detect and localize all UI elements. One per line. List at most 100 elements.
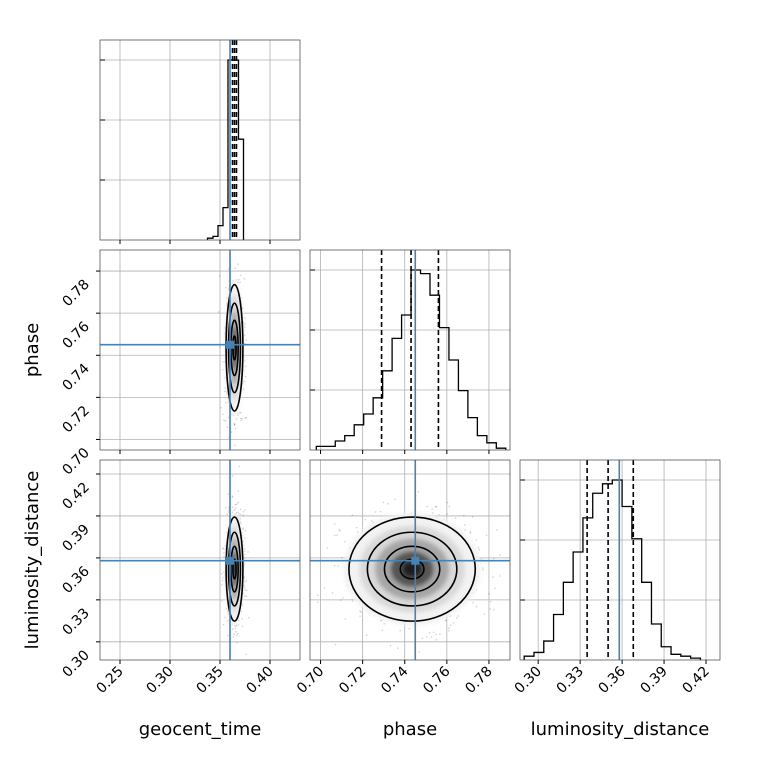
scatter-point (241, 625, 244, 628)
x-axis-label-phase: phase (383, 719, 437, 740)
scatter-point (233, 422, 236, 425)
scatter-point (433, 631, 435, 634)
scatter-point (227, 288, 230, 290)
scatter-point (431, 512, 434, 514)
scatter-point (227, 493, 230, 495)
y-tick-label: 0.39 (59, 521, 92, 554)
scatter-point (224, 548, 227, 550)
scatter-point (498, 575, 501, 577)
scatter-point (464, 524, 466, 526)
scatter-point (482, 567, 484, 569)
scatter-point (444, 619, 447, 622)
scatter-point (316, 601, 319, 604)
scatter-point (435, 633, 438, 636)
scatter-point (360, 611, 362, 613)
scatter-point (382, 501, 385, 504)
scatter-point (339, 530, 341, 532)
scatter-point (234, 627, 237, 630)
scatter-point (428, 631, 431, 634)
scatter-point (336, 534, 338, 536)
scatter-point (477, 546, 480, 549)
scatter-point (448, 505, 451, 508)
scatter-point (243, 360, 246, 362)
scatter-point (224, 327, 226, 329)
scatter-point (223, 552, 225, 554)
scatter-point (241, 534, 244, 537)
scatter-point (351, 600, 354, 602)
scatter-point (239, 513, 242, 516)
scatter-point (469, 531, 472, 533)
scatter-point (397, 647, 399, 649)
scatter-point (243, 544, 245, 547)
scatter-point (231, 496, 233, 499)
scatter-point (242, 382, 244, 385)
scatter-point (239, 508, 242, 511)
y-tick-label: 0.72 (59, 403, 92, 436)
scatter-point (244, 529, 246, 532)
scatter-point (241, 417, 243, 420)
scatter-point (224, 390, 226, 393)
scatter-point (418, 651, 420, 653)
scatter-point (221, 584, 223, 586)
x-tick-label: 0.30 (512, 664, 545, 697)
scatter-point (341, 556, 343, 559)
scatter-point (224, 376, 226, 379)
scatter-point (475, 605, 478, 608)
scatter-point (240, 417, 242, 420)
scatter-point (223, 332, 226, 335)
corner-labels: geocent_time phase luminosity_distance p… (22, 323, 709, 740)
scatter-point (448, 627, 450, 630)
scatter-point (243, 575, 245, 578)
scatter-point (338, 528, 341, 531)
y-tick-label: 0.30 (59, 647, 92, 680)
scatter-point (226, 393, 228, 395)
scatter-point (244, 595, 246, 597)
scatter-point (478, 548, 481, 551)
scatter-point (323, 587, 326, 589)
scatter-point (457, 615, 459, 617)
scatter-point (234, 427, 237, 430)
x-tick-label: 0.39 (638, 664, 671, 697)
density-level (233, 561, 236, 577)
scatter-point (242, 307, 244, 310)
scatter-point (218, 275, 221, 277)
scatter-point (351, 598, 354, 601)
scatter-point (334, 643, 337, 646)
scatter-point (482, 568, 484, 571)
scatter-point (233, 444, 236, 447)
density-level (402, 561, 422, 577)
scatter-point (220, 406, 222, 409)
scatter-point (483, 613, 486, 615)
scatter-point (426, 505, 428, 508)
scatter-point (235, 630, 237, 633)
panel-frame (519, 459, 721, 661)
scatter-point (430, 636, 433, 638)
scatter-point (449, 624, 452, 627)
y-tick-label: 0.76 (59, 319, 92, 352)
scatter-point (244, 323, 246, 325)
panel-frame (309, 459, 511, 661)
scatter-point (242, 514, 245, 517)
scatter-point (234, 507, 237, 510)
scatter-point (233, 625, 236, 627)
scatter-point (226, 513, 228, 516)
scatter-point (439, 633, 441, 635)
scatter-point (239, 522, 242, 525)
scatter-point (224, 387, 226, 389)
scatter-point (224, 545, 227, 547)
scatter-point (226, 620, 229, 622)
scatter-point (445, 619, 448, 622)
panel-frame (99, 39, 301, 241)
scatter-point (218, 346, 221, 348)
scatter-point (243, 380, 246, 383)
scatter-point (435, 505, 438, 508)
scatter-point (399, 629, 402, 632)
scatter-point (237, 511, 239, 514)
panel-geocent_time-phase: 0.70 0.72 0.74 0.76 0.78 (59, 249, 301, 478)
scatter-point (222, 548, 225, 550)
scatter-point (239, 274, 242, 277)
scatter-point (224, 616, 226, 619)
scatter-point (238, 465, 240, 468)
truth-marker (411, 556, 420, 565)
scatter-point (235, 634, 238, 637)
